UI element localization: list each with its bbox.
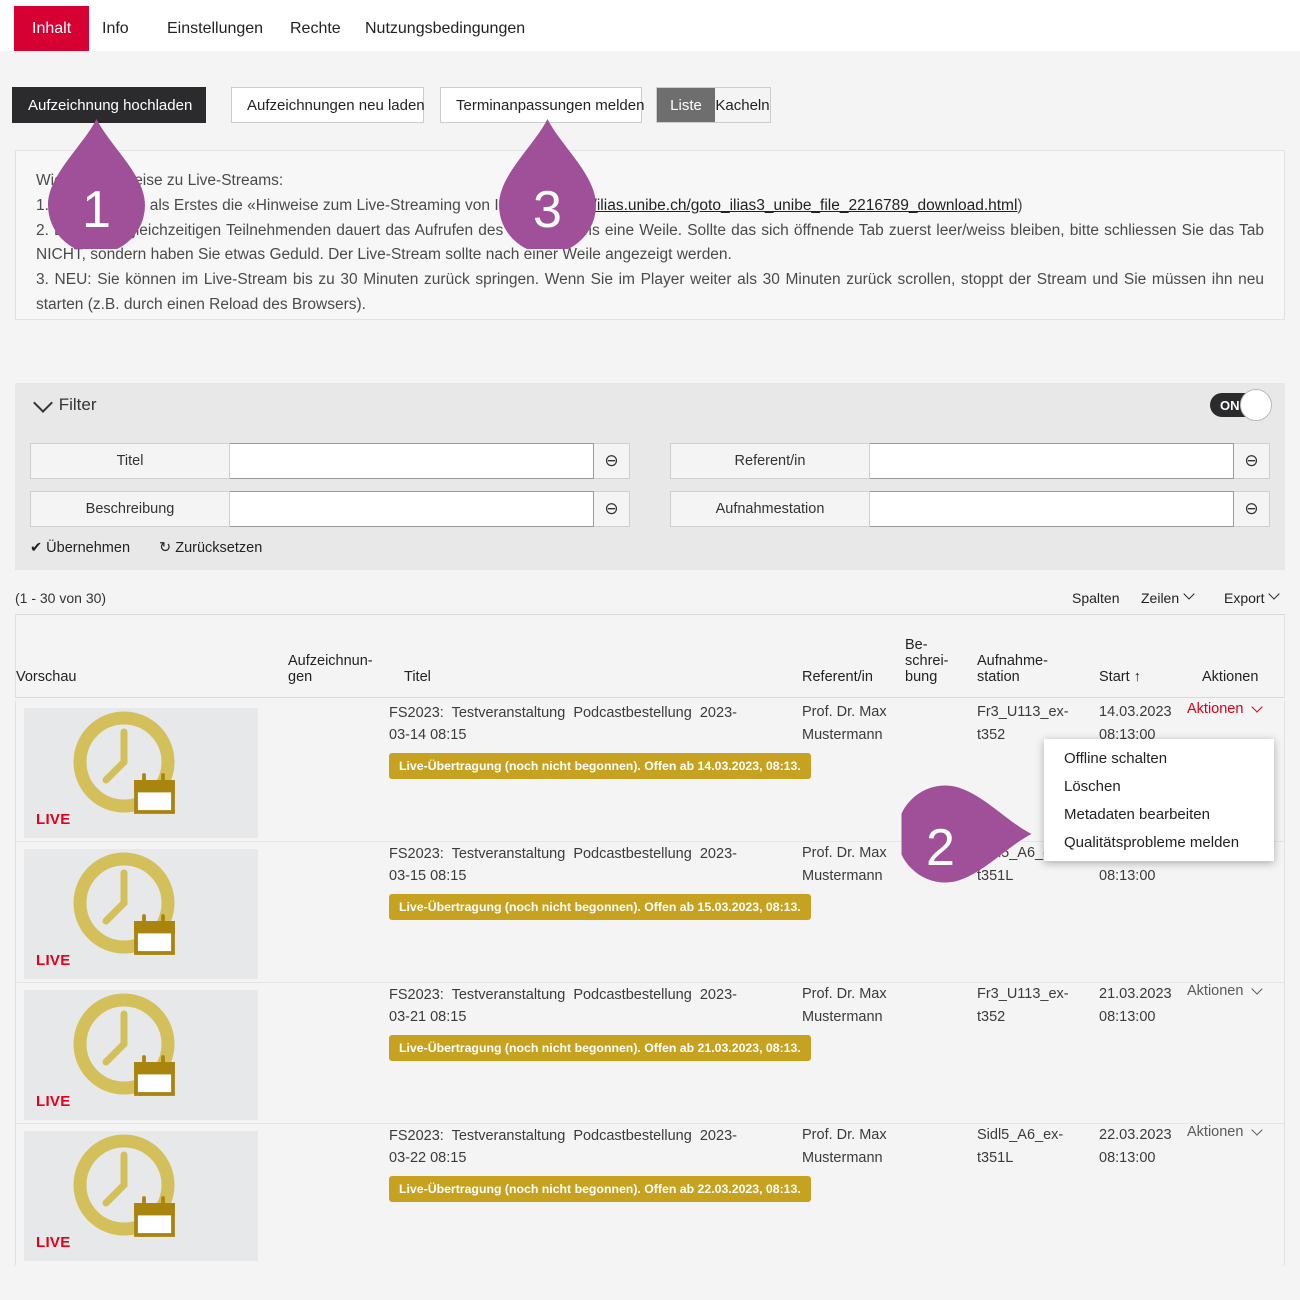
svg-text:2: 2: [926, 819, 955, 877]
svg-text:3: 3: [533, 181, 562, 239]
svg-text:1: 1: [82, 181, 111, 239]
